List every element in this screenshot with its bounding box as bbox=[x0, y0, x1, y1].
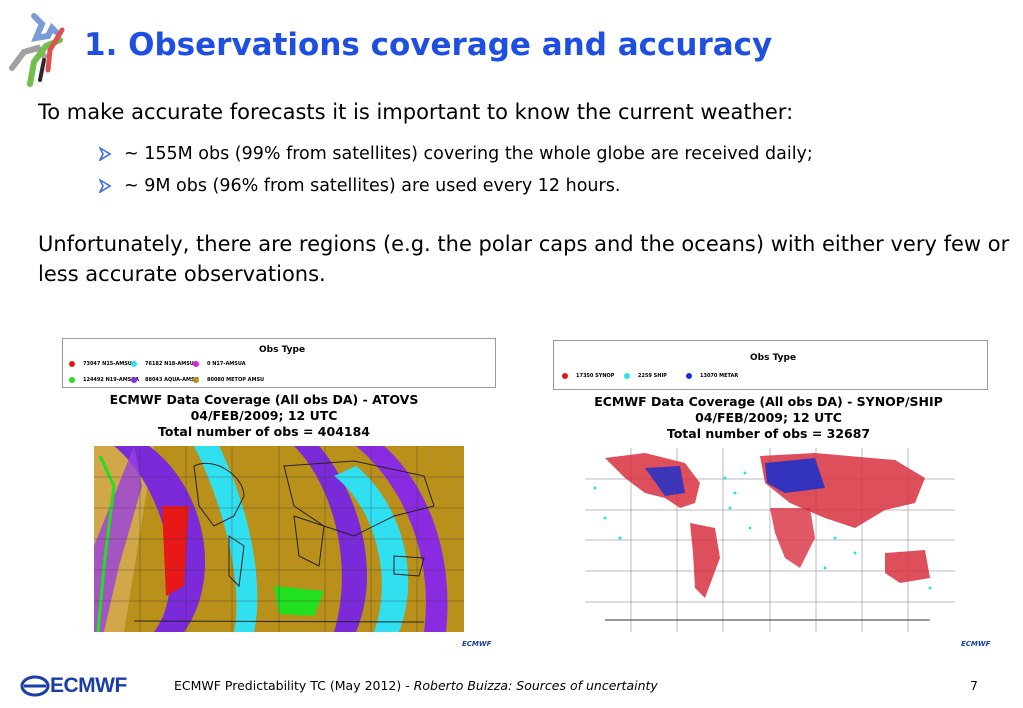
arrow-bullet-icon bbox=[98, 141, 124, 169]
footer-logo-text: ECMWF bbox=[50, 674, 127, 697]
legend-entry: 2259 SHIP bbox=[624, 373, 667, 379]
synop-ship-coverage-map bbox=[585, 448, 955, 632]
atovs-coverage-figure: Obs Type 73047 N15-AMSUA 76182 N18-AMSUA… bbox=[62, 338, 496, 648]
legend-title: Obs Type bbox=[259, 345, 306, 355]
ecmwf-footer-logo: ECMWF bbox=[20, 674, 127, 697]
bullet-item: ~ 155M obs (99% from satellites) coverin… bbox=[98, 141, 813, 173]
bullet-item: ~ 9M obs (96% from satellites) are used … bbox=[98, 173, 813, 205]
ecmwf-brand-label: ECMWF bbox=[462, 640, 492, 648]
ecmwf-swirl-icon bbox=[20, 675, 50, 697]
bullet-text: ~ 155M obs (99% from satellites) coverin… bbox=[124, 144, 813, 164]
synop-ship-coverage-figure: Obs Type 17350 SYNOP 2259 SHIP 13070 MET… bbox=[553, 338, 990, 648]
coverage-title: ECMWF Data Coverage (All obs DA) - ATOVS… bbox=[109, 392, 419, 439]
obs-type-legend: Obs Type 17350 SYNOP 2259 SHIP 13070 MET… bbox=[553, 340, 988, 390]
legend-entry: 73047 N15-AMSUA bbox=[69, 361, 136, 367]
legend-entry: 124492 N19-AMSUA bbox=[69, 377, 139, 383]
bullet-text: ~ 9M obs (96% from satellites) are used … bbox=[124, 176, 621, 196]
legend-entry: 80080 METOP AMSU bbox=[193, 377, 264, 383]
legend-entry: 17350 SYNOP bbox=[562, 373, 614, 379]
legend-entry: 0 N17-AMSUA bbox=[193, 361, 246, 367]
legend-entry: 76182 N18-AMSUA bbox=[131, 361, 198, 367]
legend-title: Obs Type bbox=[750, 353, 797, 363]
ecmwf-brand-label: ECMWF bbox=[961, 640, 991, 648]
intro-text: To make accurate forecasts it is importa… bbox=[38, 100, 794, 124]
footer-text: ECMWF Predictability TC (May 2012) - Rob… bbox=[174, 678, 658, 693]
page-number: 7 bbox=[970, 678, 978, 693]
conclusion-text: Unfortunately, there are regions (e.g. t… bbox=[38, 232, 1010, 286]
legend-entry: 13070 METAR bbox=[686, 373, 738, 379]
arrow-bullet-icon bbox=[98, 173, 124, 201]
slide-title: 1. Observations coverage and accuracy bbox=[84, 27, 773, 63]
legend-entry: 88043 AQUA-AMSU bbox=[131, 377, 199, 383]
atovs-coverage-map bbox=[94, 446, 464, 632]
coverage-title: ECMWF Data Coverage (All obs DA) - SYNOP… bbox=[594, 394, 943, 441]
ecmwf-logo-mark-icon bbox=[9, 13, 65, 87]
obs-type-legend: Obs Type 73047 N15-AMSUA 76182 N18-AMSUA… bbox=[62, 338, 496, 388]
bullet-list: ~ 155M obs (99% from satellites) coverin… bbox=[98, 141, 813, 205]
